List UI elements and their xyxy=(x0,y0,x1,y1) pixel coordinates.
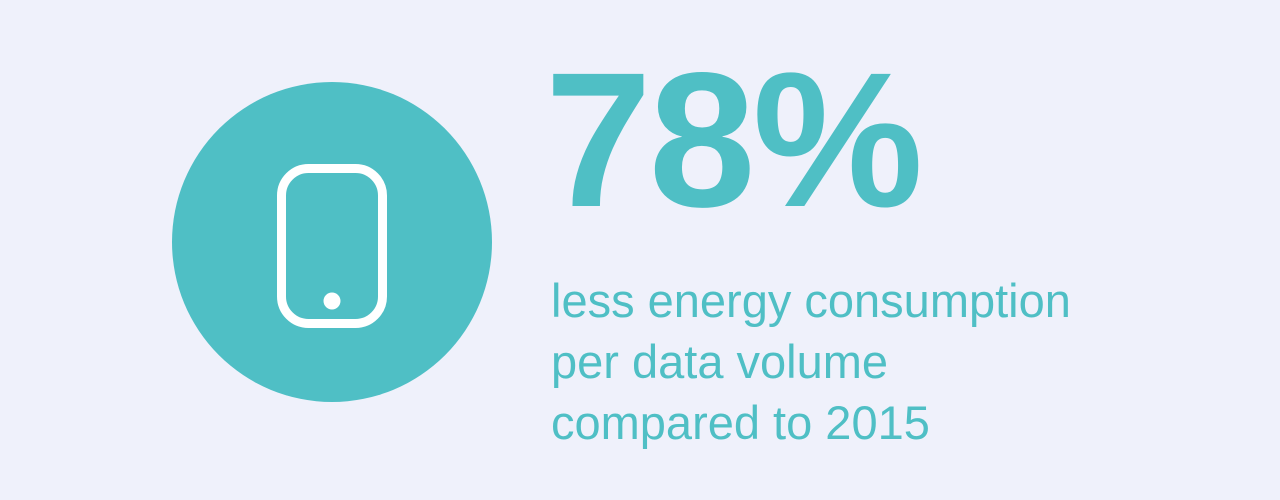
smartphone-home-button-dot xyxy=(323,292,341,310)
smartphone-icon xyxy=(277,164,387,328)
stat-description-line-1: less energy consumption xyxy=(551,274,1071,327)
stat-description-line-2: per data volume xyxy=(551,335,889,388)
smartphone-body-outline xyxy=(277,164,387,328)
smartphone-icon-badge xyxy=(172,82,492,402)
stat-description: less energy consumption per data volume … xyxy=(551,270,1071,453)
stat-value: 78% xyxy=(545,32,923,247)
stat-description-line-3: compared to 2015 xyxy=(551,396,930,449)
